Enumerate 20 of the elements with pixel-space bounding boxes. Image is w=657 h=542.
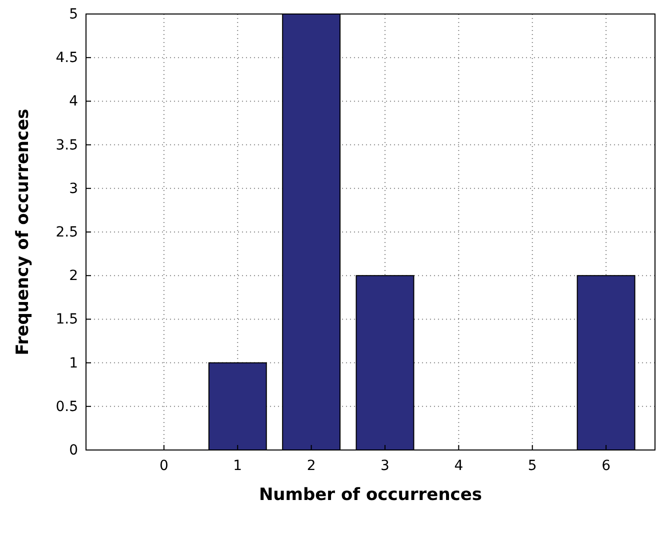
y-tick-label: 0 bbox=[69, 442, 78, 458]
y-tick-label: 2.5 bbox=[56, 224, 78, 240]
x-tick-label: 1 bbox=[233, 458, 242, 474]
y-tick-label: 5 bbox=[69, 6, 78, 22]
y-tick-label: 1 bbox=[69, 355, 78, 372]
x-tick-label: 6 bbox=[602, 458, 611, 474]
y-tick-label: 3.5 bbox=[56, 137, 78, 154]
x-tick-label: 3 bbox=[380, 458, 390, 474]
x-tick-label: 0 bbox=[159, 458, 168, 474]
x-tick-label: 2 bbox=[306, 458, 316, 474]
x-axis-title: Number of occurrences bbox=[258, 485, 482, 505]
x-tick-label: 4 bbox=[454, 458, 464, 474]
y-tick-label: 4 bbox=[69, 94, 78, 110]
x-tick-label: 5 bbox=[528, 458, 537, 474]
y-tick-label: 2 bbox=[69, 268, 78, 284]
y-tick-label: 4.5 bbox=[56, 50, 78, 66]
y-tick-label: 3 bbox=[69, 180, 78, 197]
y-tick-label: 1.5 bbox=[56, 312, 78, 328]
y-axis-title: Frequency of occurrences bbox=[13, 108, 33, 356]
y-tick-label: 0.5 bbox=[56, 398, 78, 415]
